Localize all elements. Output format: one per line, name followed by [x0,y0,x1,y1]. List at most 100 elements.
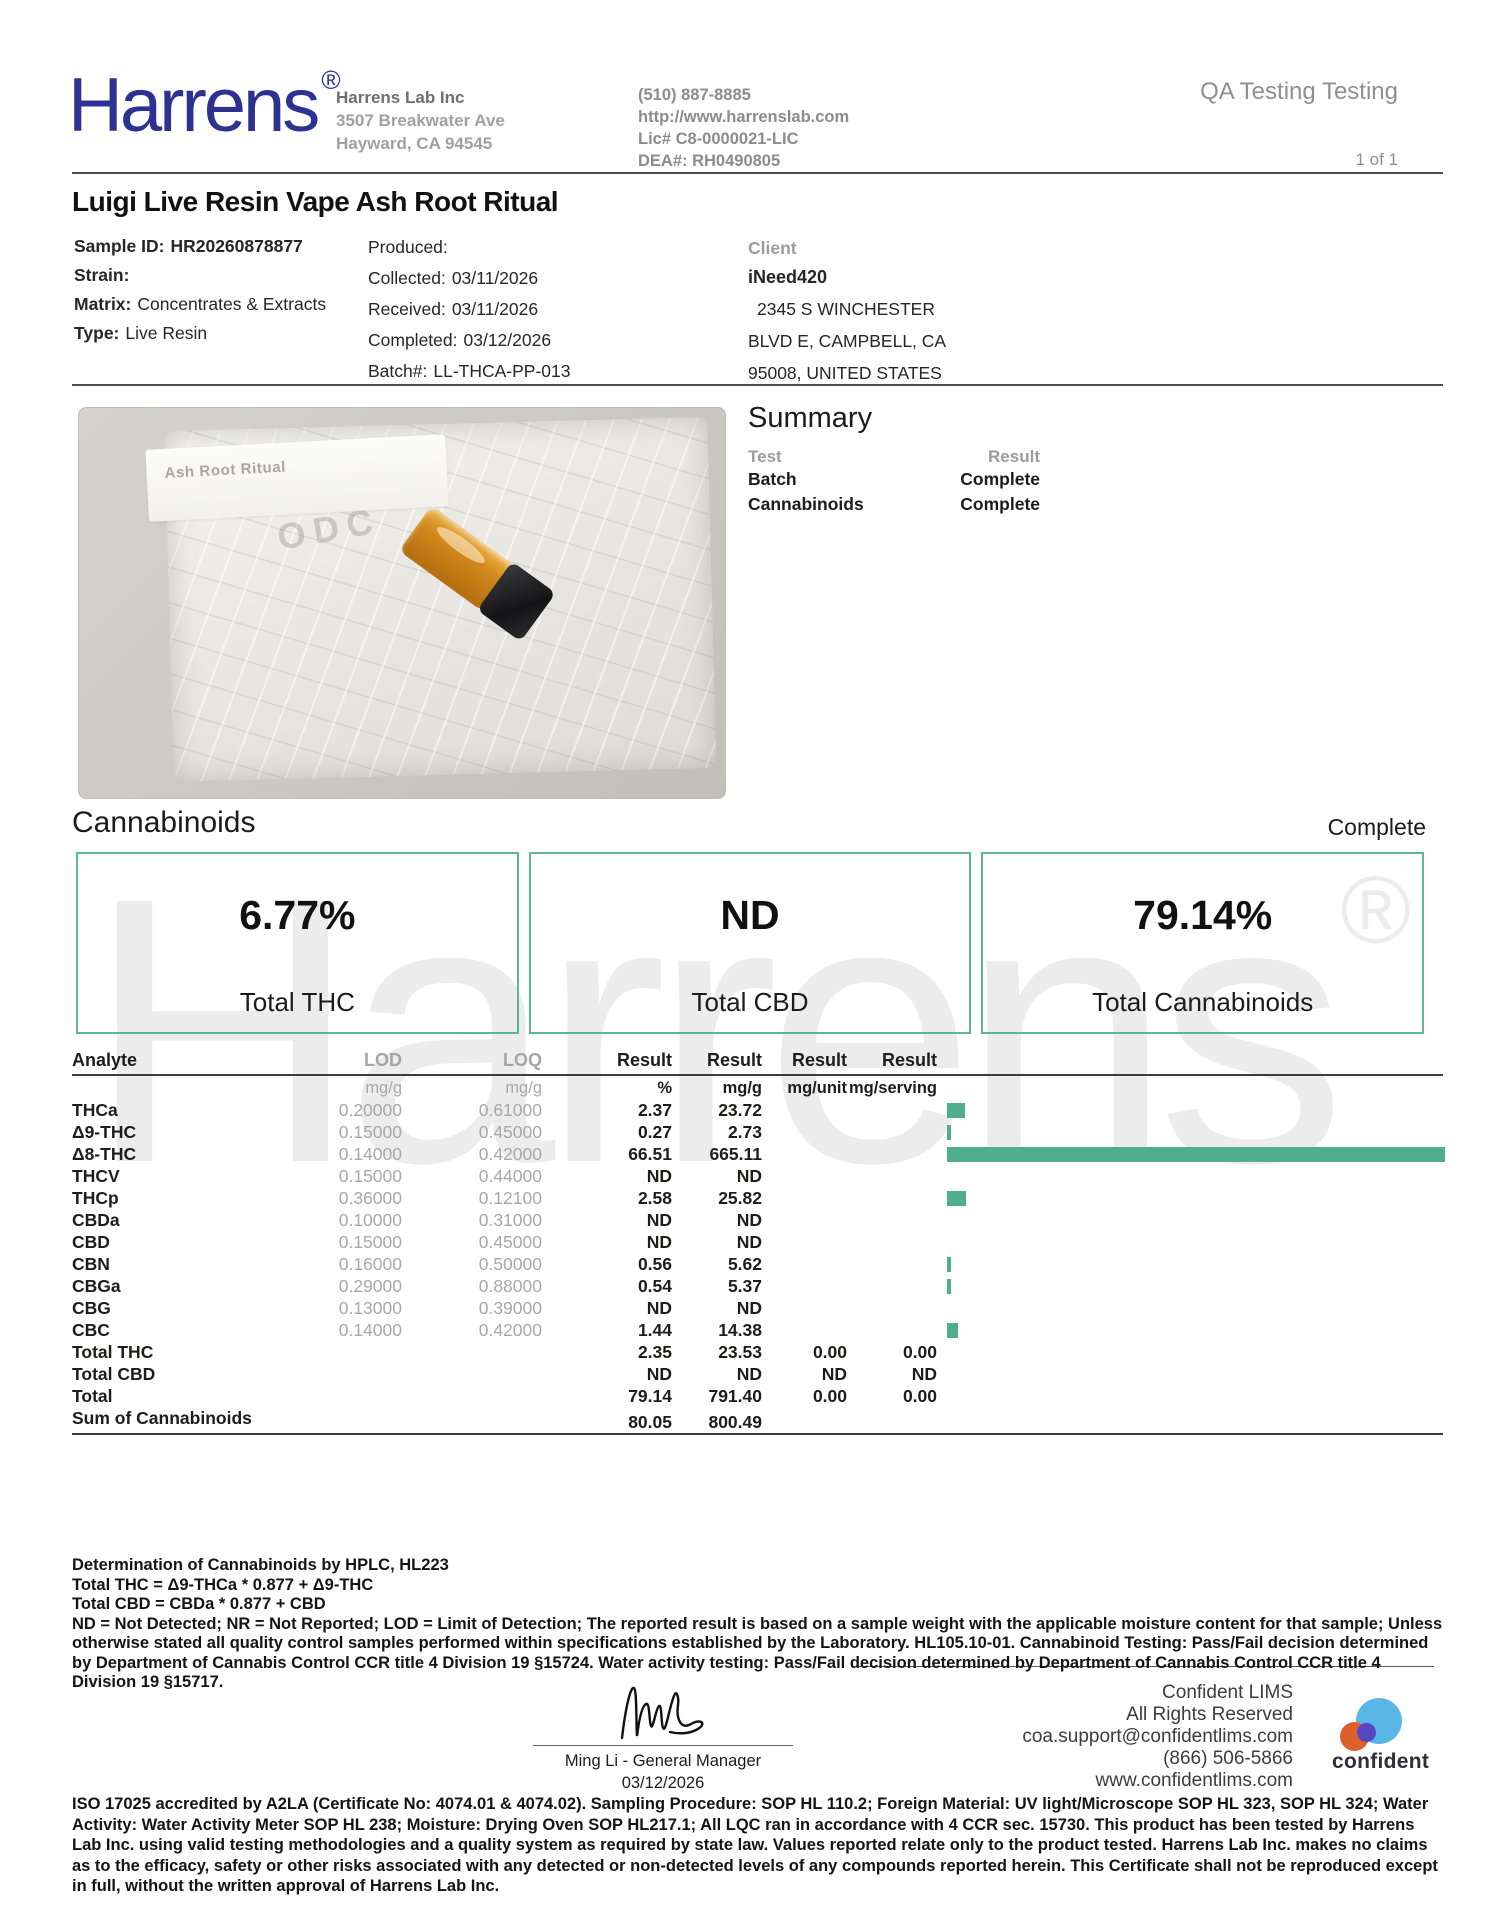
result-mgg: 2.73 [727,1122,762,1142]
analyte-name: THCp [72,1188,119,1208]
footnote-line: ND = Not Detected; NR = Not Reported; LO… [72,1614,1443,1692]
client-address-line: 95008, UNITED STATES [748,363,942,383]
lab-website: http://www.harrenslab.com [638,108,850,126]
result-bar-cell [937,1122,1443,1144]
table-row: CBD 0.15000 0.45000 ND ND [72,1232,1443,1254]
result-mgg: 14.38 [718,1320,762,1340]
result-pct: ND [646,1210,672,1230]
report-meta: QA Testing Testing 1 of 1 [1200,78,1398,170]
lod-value [302,1386,402,1408]
result-bar [947,1125,951,1140]
result-bar [947,1103,965,1118]
type-row: Type: Live Resin [74,319,326,348]
lims-line: All Rights Reserved [1126,1704,1293,1725]
table-row: CBGa 0.29000 0.88000 0.54 5.37 [72,1276,1443,1298]
lims-line: www.confidentlims.com [1095,1770,1293,1791]
received-value: 03/11/2026 [451,299,539,319]
result-bar-cell [937,1166,1443,1188]
lod-value: 0.36000 [338,1188,402,1208]
result-mgunit [762,1254,847,1276]
result-mgg: 791.40 [708,1386,762,1406]
result-mgg: 800.49 [708,1412,762,1432]
footnote-line: Total CBD = CBDa * 0.877 + CBD [72,1595,326,1613]
total-cannabinoids-box: 79.14% Total Cannabinoids [981,852,1425,1034]
summary-section: Summary Test Result Batch Complete Cannabi… [748,402,1048,517]
result-mgserving [847,1408,937,1430]
completed-row: Completed: 03/12/2026 [368,325,571,356]
table-row: CBC 0.14000 0.42000 1.44 14.38 [72,1320,1443,1342]
loq-value: 0.50000 [478,1254,542,1274]
table-row: Total 79.14 791.40 0.00 0.00 [72,1386,1443,1408]
lod-value: 0.14000 [338,1320,402,1340]
analyte-table: Analyte LOD LOQ Result Result Result Res… [72,1050,1445,1435]
summary-test-name: Cannabinoids [748,494,864,514]
loq-value: 0.39000 [478,1298,542,1318]
result-pct: 79.14 [628,1386,672,1406]
completed-value: 03/12/2026 [463,330,552,350]
result-mgg: 665.11 [709,1144,762,1164]
lab-address-line2: Hayward, CA 94545 [336,134,493,153]
summary-row: Cannabinoids Complete [748,492,1048,517]
result-bar-cell [937,1144,1445,1166]
table-row: CBDa 0.10000 0.31000 ND ND [72,1210,1443,1232]
total-thc-box: 6.77% Total THC [76,852,519,1034]
col-result-pct: Result [616,1050,672,1070]
table-row: Δ9-THC 0.15000 0.45000 0.27 2.73 [72,1122,1443,1144]
result-bar [947,1279,952,1294]
summary-test-result: Complete [960,469,1040,489]
result-mgg: ND [736,1298,762,1318]
lod-value: 0.10000 [338,1210,402,1230]
result-bar-cell [937,1320,1443,1342]
result-mgunit [762,1166,847,1188]
result-mgg: 25.82 [718,1188,762,1208]
result-pct: 2.35 [637,1342,672,1362]
table-row: Total THC 2.35 23.53 0.00 0.00 [72,1342,1443,1364]
client-name: iNeed420 [748,267,828,287]
result-mgunit [762,1298,847,1320]
loq-value: 0.31000 [478,1210,542,1230]
result-mgunit: 0.00 [812,1342,847,1362]
collected-label: Collected: [368,268,446,288]
result-mgunit [762,1100,847,1122]
footnote-line: Total THC = Δ9-THCa * 0.877 + Δ9-THC [72,1575,374,1594]
loq-value: 0.42000 [478,1320,542,1340]
summary-rows: Batch Complete Cannabinoids Complete [748,467,1048,517]
result-bar-cell [937,1364,1443,1386]
lab-name: Harrens Lab Inc [336,88,465,107]
client-address-line: 2345 S WINCHESTER [757,299,935,319]
unit-result-mgserving: mg/serving [848,1079,937,1097]
result-mgg: 5.37 [727,1276,762,1296]
result-mgserving [847,1100,937,1122]
result-mgserving [847,1254,937,1276]
result-mgg: 23.53 [718,1342,762,1362]
result-bar [947,1323,958,1338]
cannabinoids-status: Complete [1327,814,1426,840]
completed-label: Completed: [368,330,458,350]
result-bar-cell [937,1100,1443,1122]
result-pct: 0.27 [637,1122,672,1142]
analyte-name: CBN [72,1254,110,1274]
col-result-mgg: Result [706,1050,762,1070]
type-value: Live Resin [125,323,208,343]
lod-value [302,1364,402,1386]
lod-value: 0.14000 [338,1144,402,1164]
result-bar-cell [937,1386,1443,1408]
watermark-registered-icon: ® [1340,857,1412,964]
analyte-name: Δ8-THC [72,1144,137,1164]
table-row: CBN 0.16000 0.50000 0.56 5.62 [72,1254,1443,1276]
lims-divider [858,1666,1434,1667]
result-mgg: ND [736,1210,762,1230]
result-pct: ND [646,1232,672,1252]
lims-line: Confident LIMS [1162,1682,1293,1703]
batch-row: Batch#: LL-THCA-PP-013 [368,356,571,387]
result-bar-cell [937,1276,1443,1298]
result-mgserving [847,1122,937,1144]
result-mgunit [762,1320,847,1342]
result-pct: 0.54 [637,1276,672,1296]
loq-value: 0.61000 [478,1100,542,1120]
lod-value: 0.15000 [338,1122,402,1142]
confident-logo-overlap-circle [1357,1723,1376,1742]
result-mgserving [847,1232,937,1254]
info-divider [72,384,1443,386]
